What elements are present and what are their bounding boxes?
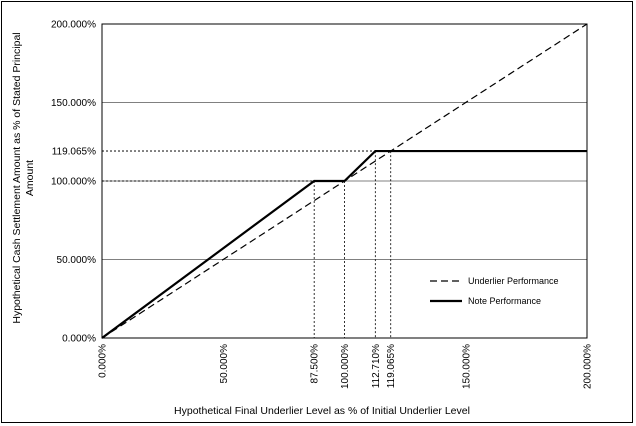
y-axis-label-line: Hypothetical Cash Settlement Amount as %…: [11, 32, 23, 323]
legend-entry: Note Performance: [468, 296, 541, 306]
plot-area: [101, 23, 588, 339]
y-axis-ticks: 0.000% 50.000% 100.000% 119.065% 150.000% 200…: [51, 20, 96, 345]
x-tick-label: 0.000%: [98, 344, 109, 378]
x-tick-label: 100.000%: [340, 344, 351, 389]
x-axis-ticks: 0.000% 50.000% 87.500% 100.000% 112.710% 119.…: [98, 344, 594, 389]
y-tick-label: 0.000%: [62, 334, 96, 345]
x-tick-label: 150.000%: [461, 344, 472, 389]
x-tick-label: 119.065%: [386, 344, 397, 388]
y-tick-label: 200.000%: [51, 20, 96, 31]
x-tick-label: 50.000%: [219, 344, 230, 384]
y-axis-label: Hypothetical Cash Settlement Amount as %…: [11, 32, 36, 323]
reference-lines: [102, 150, 392, 338]
x-tick-label: 112.710%: [371, 344, 382, 388]
series: [101, 23, 588, 339]
y-axis-label-line: Amount: [24, 160, 36, 196]
legend-entry: Underlier Performance: [468, 276, 559, 286]
x-tick-label: 87.500%: [310, 344, 321, 384]
y-tick-label: 100.000%: [51, 177, 96, 188]
x-tick-label: 200.000%: [583, 344, 594, 389]
x-axis-label: Hypothetical Final Underlier Level as % …: [174, 405, 470, 417]
y-tick-label: 50.000%: [57, 255, 97, 266]
y-tick-label: 150.000%: [51, 98, 96, 109]
y-tick-label: 119.065%: [52, 147, 96, 158]
series-line: [101, 149, 587, 339]
legend: Underlier Performance Note Performance: [430, 276, 559, 306]
